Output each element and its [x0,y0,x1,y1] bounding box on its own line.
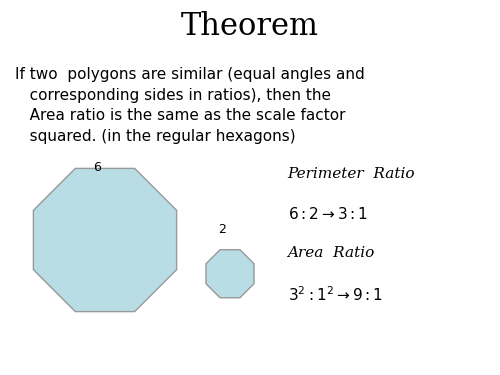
Text: Area  Ratio: Area Ratio [288,246,375,260]
Text: $3^2:1^2 \rightarrow 9:1$: $3^2:1^2 \rightarrow 9:1$ [288,285,382,304]
Text: Theorem: Theorem [181,11,319,42]
Text: Perimeter  Ratio: Perimeter Ratio [288,167,415,182]
Text: If two  polygons are similar (equal angles and
   corresponding sides in ratios): If two polygons are similar (equal angle… [15,68,365,144]
Polygon shape [34,168,176,312]
Text: $6:2 \rightarrow 3:1$: $6:2 \rightarrow 3:1$ [288,206,368,222]
Text: 6: 6 [94,161,102,174]
Text: 2: 2 [218,223,226,236]
Polygon shape [206,250,254,298]
